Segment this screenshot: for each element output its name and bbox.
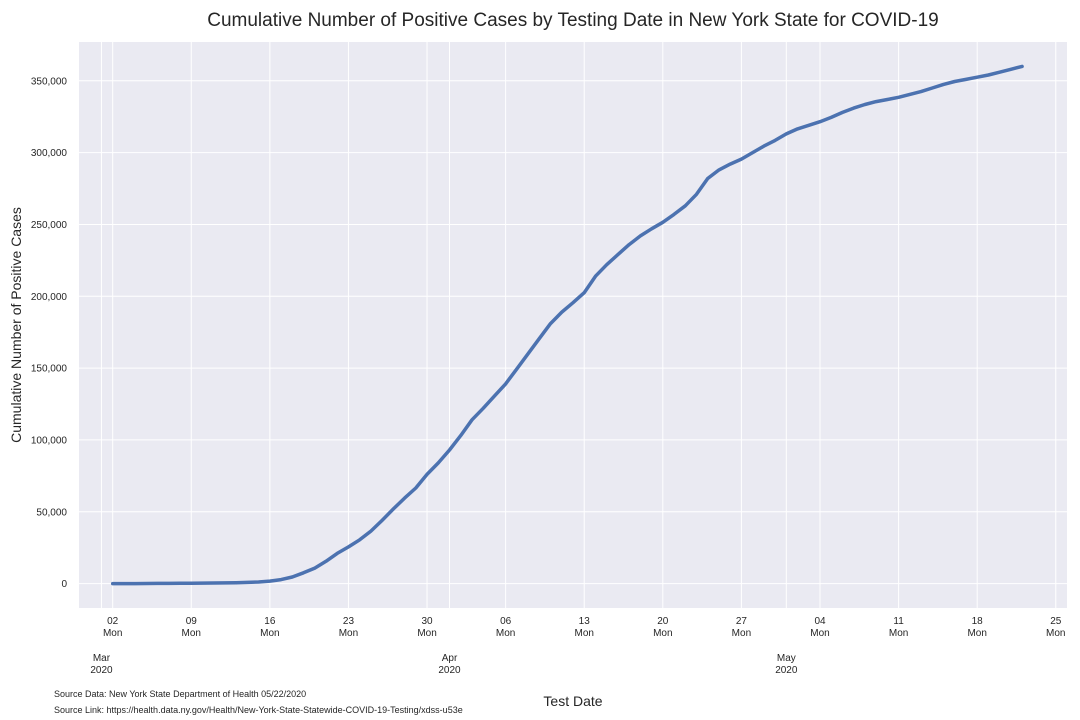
x-tick-day: 18 [972,616,984,627]
x-tick-weekday: Mon [339,628,358,639]
y-axis-label: Cumulative Number of Positive Cases [8,207,24,443]
x-tick-weekday: Mon [732,628,751,639]
x-tick-weekday: Mon [496,628,515,639]
x-tick-month: May [777,653,796,664]
y-tick-label: 100,000 [31,435,68,446]
x-tick-weekday: Mon [575,628,594,639]
y-tick-label: 300,000 [31,148,68,159]
x-tick-weekday: Mon [182,628,201,639]
x-tick-weekday: Mon [967,628,986,639]
x-axis-label: Test Date [543,693,602,709]
x-tick-year: 2020 [438,665,461,676]
x-tick-day: 27 [736,616,748,627]
x-tick-day: 13 [579,616,591,627]
x-tick-labels: 02Mon09Mon16Mon23Mon30Mon06Mon13Mon20Mon… [90,616,1065,676]
y-tick-label: 50,000 [36,507,67,518]
gridlines [79,42,1067,608]
source-link-note: Source Link: https://health.data.ny.gov/… [54,705,463,715]
y-tick-label: 150,000 [31,364,68,375]
chart-title: Cumulative Number of Positive Cases by T… [207,10,938,31]
x-tick-weekday: Mon [653,628,672,639]
x-tick-month: Apr [442,653,458,664]
x-tick-day: 04 [814,616,826,627]
x-tick-weekday: Mon [1046,628,1065,639]
x-tick-day: 25 [1050,616,1062,627]
x-tick-day: 30 [421,616,433,627]
x-tick-day: 06 [500,616,512,627]
x-tick-weekday: Mon [260,628,279,639]
x-tick-month: Mar [93,653,111,664]
y-tick-label: 350,000 [31,76,68,87]
y-tick-label: 250,000 [31,220,68,231]
x-tick-year: 2020 [90,665,113,676]
x-tick-day: 20 [657,616,669,627]
source-data-note: Source Data: New York State Department o… [54,689,307,699]
x-tick-weekday: Mon [103,628,122,639]
x-tick-year: 2020 [775,665,798,676]
x-tick-weekday: Mon [889,628,908,639]
x-tick-weekday: Mon [810,628,829,639]
series-line [110,64,1024,586]
x-tick-day: 02 [107,616,119,627]
x-tick-day: 16 [264,616,276,627]
y-tick-labels: 0 50,000 100,000 150,000 200,000 250,000 300,0… [31,76,68,590]
x-tick-weekday: Mon [417,628,436,639]
y-tick-label: 0 [61,579,67,590]
y-tick-label: 200,000 [31,292,68,303]
x-tick-day: 23 [343,616,355,627]
x-tick-day: 11 [893,616,904,627]
series-layer [110,64,1024,586]
plot-area [79,42,1067,608]
x-tick-day: 09 [186,616,198,627]
